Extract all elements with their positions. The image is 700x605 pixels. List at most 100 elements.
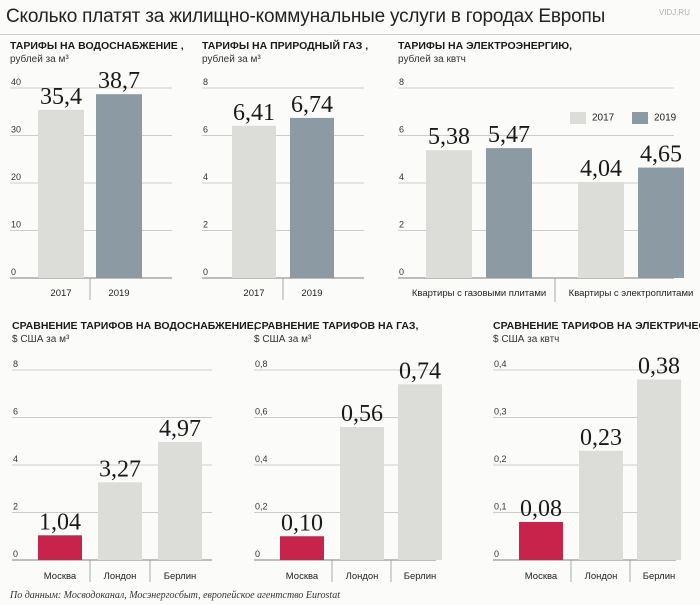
electricity-tariff-panel: ТАРИФЫ НА ЭЛЕКТРОЭНЕРГИЮ, рублей за квтч… — [398, 40, 693, 302]
panel-title: ТАРИФЫ НА ПРИРОДНЫЙ ГАЗ , — [202, 40, 369, 52]
y-tick-label: 0,4 — [255, 454, 268, 464]
legend-label: 2017 — [592, 112, 615, 124]
panel-title: ТАРИФЫ НА ВОДОСНАБЖЕНИЕ , — [10, 40, 184, 52]
x-category-label: 2019 — [301, 288, 322, 299]
bar-value-label: 0,74 — [399, 358, 441, 384]
watermark: VIDJ.RU — [658, 8, 690, 17]
x-category-label: Москва — [286, 571, 319, 582]
bar-value-label: 0,38 — [638, 354, 680, 380]
x-category-label: Квартиры с газовыми плитами — [412, 288, 546, 299]
y-tick-label: 2 — [399, 220, 404, 230]
water-tariff-panel: ТАРИФЫ НА ВОДОСНАБЖЕНИЕ , рублей за м³ 0… — [10, 40, 190, 302]
source-note: По данным: Мосводоканал, Мосэнергосбыт, … — [10, 590, 340, 601]
y-tick-label: 10 — [11, 220, 21, 230]
y-tick-label: 8 — [203, 77, 208, 87]
y-tick-label: 0,8 — [255, 359, 268, 369]
bar — [98, 482, 142, 560]
bar — [38, 109, 84, 278]
bar-value-label: 6,74 — [291, 92, 333, 118]
y-tick-label: 4 — [203, 172, 208, 182]
electricity-comparison-panel: СРАВНЕНИЕ ТАРИФОВ НА ЭЛЕКТРИЧЕСТВО, $ СШ… — [493, 320, 700, 585]
bar-value-label: 0,23 — [580, 425, 622, 451]
panel-title: СРАВНЕНИЕ ТАРИФОВ НА ВОДОСНАБЖЕНИЕ, — [12, 320, 257, 332]
y-tick-label: 0 — [399, 267, 404, 277]
x-category-label: Берлин — [404, 571, 437, 582]
bar — [290, 117, 334, 278]
y-tick-label: 2 — [13, 502, 18, 512]
x-category-label: Лондон — [585, 571, 618, 582]
x-category-label: Квартиры с электроплитами — [569, 288, 694, 299]
bar-chart: 0 2 4 6 8 1,04 Москва 3,27 Лондон 4,97 Берлин — [12, 359, 212, 582]
bar-value-label: 3,27 — [99, 456, 141, 482]
y-tick-label: 8 — [399, 77, 404, 87]
bar-value-label: 6,41 — [233, 100, 275, 126]
panel-unit: рублей за м³ — [202, 54, 261, 65]
bar-value-label: 0,10 — [281, 510, 323, 536]
y-tick-label: 6 — [399, 125, 404, 135]
panel-unit: $ США за м³ — [12, 334, 70, 345]
bar-value-label: 0,08 — [520, 496, 562, 522]
y-tick-label: 0,4 — [494, 359, 507, 369]
bar-chart: 0 0,1 0,2 0,3 0,4 0,08 Москва 0,23 Лондон 0,38 Бер… — [493, 354, 681, 582]
page-title: Сколько платят за жилищно-коммунальные у… — [6, 6, 606, 27]
bar-chart: 0 2 4 6 8 5,38 5,47 Квартиры с газовыми плитами… — [398, 77, 693, 302]
y-tick-label: 0 — [203, 267, 208, 277]
y-tick-label: 0,6 — [255, 407, 268, 417]
bar-chart: 0 10 20 30 40 35,4 2017 38,7 2019 — [10, 68, 172, 300]
x-category-label: Берлин — [643, 571, 676, 582]
x-category-label: Москва — [44, 571, 77, 582]
legend-label: 2019 — [654, 112, 677, 124]
bar — [579, 450, 623, 560]
bar-chart: 0 2 4 6 8 6,41 2017 6,74 2019 — [202, 77, 364, 300]
x-category-label: 2017 — [243, 288, 264, 299]
bar — [232, 125, 276, 278]
bar — [486, 148, 532, 278]
bar-value-label: 38,7 — [98, 68, 140, 94]
y-tick-label: 30 — [11, 125, 21, 135]
y-tick-label: 0 — [255, 549, 260, 559]
legend-swatch-2017 — [570, 112, 586, 124]
x-category-label: 2019 — [108, 288, 129, 299]
y-tick-label: 6 — [13, 407, 18, 417]
bar — [340, 427, 384, 560]
bar-value-label: 4,04 — [580, 156, 622, 182]
y-tick-label: 2 — [203, 220, 208, 230]
x-category-label: Лондон — [346, 571, 379, 582]
bar — [280, 536, 324, 560]
panel-unit: рублей за квтч — [398, 54, 466, 65]
panel-title: СРАВНЕНИЕ ТАРИФОВ НА ЭЛЕКТРИЧЕСТВО, — [493, 320, 700, 332]
water-comparison-panel: СРАВНЕНИЕ ТАРИФОВ НА ВОДОСНАБЖЕНИЕ, $ СШ… — [12, 320, 257, 585]
bar-value-label: 5,38 — [428, 124, 470, 150]
y-tick-label: 0,2 — [255, 502, 268, 512]
y-tick-label: 4 — [399, 172, 404, 182]
bar — [426, 150, 472, 278]
panel-unit: рублей за м³ — [10, 54, 69, 65]
y-tick-label: 20 — [11, 172, 21, 182]
x-category-label: Москва — [525, 571, 558, 582]
y-tick-label: 8 — [13, 359, 18, 369]
y-tick-label: 0,1 — [494, 502, 507, 512]
y-tick-label: 0 — [494, 549, 499, 559]
bar — [638, 167, 684, 278]
y-tick-label: 4 — [13, 454, 18, 464]
bar-value-label: 4,97 — [159, 416, 201, 442]
legend-swatch-2019 — [632, 112, 648, 124]
bar — [398, 384, 442, 560]
legend-item-2019: 2019 — [632, 112, 676, 124]
bar — [637, 379, 681, 560]
bar — [578, 182, 624, 278]
y-tick-label: 0 — [11, 267, 16, 277]
title-divider — [0, 34, 700, 35]
y-tick-label: 0,2 — [494, 454, 507, 464]
gas-tariff-panel: ТАРИФЫ НА ПРИРОДНЫЙ ГАЗ , рублей за м³ 0… — [202, 40, 382, 302]
bar-value-label: 1,04 — [39, 509, 81, 535]
y-tick-label: 0,3 — [494, 407, 507, 417]
bar-value-label: 4,65 — [640, 142, 682, 168]
y-tick-label: 6 — [203, 125, 208, 135]
bar — [158, 441, 202, 560]
panel-title: СРАВНЕНИЕ ТАРИФОВ НА ГАЗ, — [254, 320, 419, 332]
bar — [38, 535, 82, 560]
panel-unit: $ США за квтч — [493, 334, 560, 345]
bar — [96, 94, 142, 278]
